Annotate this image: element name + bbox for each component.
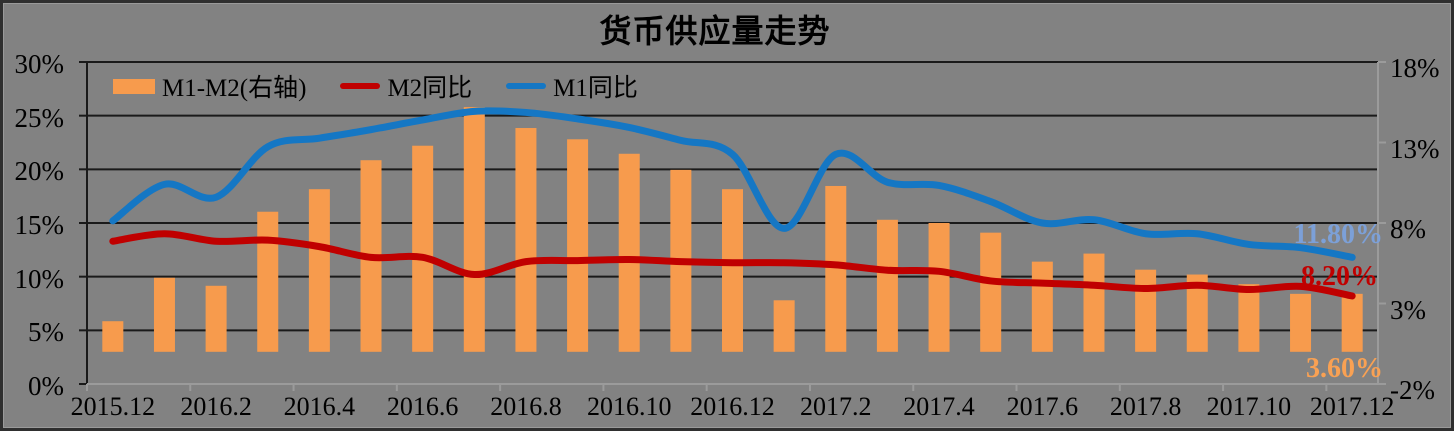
x-axis-tick-label: 2017.10 xyxy=(1206,392,1292,421)
m1-yoy-line xyxy=(109,107,1356,261)
bar-m1-m2-spread xyxy=(1238,284,1260,352)
y-axis-right-tick-label: 13% xyxy=(1390,133,1440,164)
bar-m1-m2-spread xyxy=(515,128,537,352)
bar-m1-m2-spread xyxy=(102,321,124,352)
legend-label-m1-yoy: M1同比 xyxy=(553,75,638,102)
bar-m1-m2-spread xyxy=(618,153,640,352)
m2-yoy-end-label: 8.20% xyxy=(1301,261,1378,292)
m1-yoy-end-label: 11.80% xyxy=(1293,219,1383,250)
x-axis-tick-label: 2017.8 xyxy=(1109,392,1182,421)
y-axis-left-tick-label: 30% xyxy=(14,49,65,79)
y-axis-left-tick-label: 5% xyxy=(28,317,64,348)
bar-m1-m2-spread xyxy=(928,223,950,352)
y-axis-right-tick-label: 18% xyxy=(1390,53,1440,83)
y-axis-right-tick-label: 3% xyxy=(1390,294,1426,325)
x-axis-tick-label: 2016.2 xyxy=(180,392,252,421)
legend-item-m1-m2-spread: M1-M2(右轴) xyxy=(113,68,306,104)
x-axis-tick-label: 2016.4 xyxy=(283,392,356,421)
bar-m1-m2-spread xyxy=(1290,293,1312,352)
y-axis-left-tick-label: 0% xyxy=(28,371,64,401)
bar-m1-m2-spread xyxy=(773,300,795,352)
bar-m1-m2-spread xyxy=(876,219,898,352)
y-axis-left-tick-label: 15% xyxy=(14,210,65,240)
bar-m1-m2-spread xyxy=(412,145,434,352)
bar-m1-m2-spread xyxy=(825,185,847,352)
legend-swatch-bar xyxy=(113,78,155,94)
m2-yoy-line xyxy=(109,230,1356,300)
bar-m1-m2-spread xyxy=(308,189,330,352)
bar-m1-m2-spread xyxy=(257,211,279,352)
y-axis-right-tick-label: 8% xyxy=(1390,214,1426,244)
y-axis-left-tick-label: 20% xyxy=(14,156,65,187)
y-axis-left-tick-label: 10% xyxy=(14,263,65,294)
legend-item-m1-yoy: M1同比 xyxy=(506,68,638,104)
legend-label-m1-m2-spread: M1-M2(右轴) xyxy=(162,75,307,102)
bar-m1-m2-spread xyxy=(1135,269,1157,352)
bar-m1-m2-spread xyxy=(205,285,227,352)
spread-end-label: 3.60% xyxy=(1306,353,1383,384)
legend-swatch-m1-line xyxy=(506,83,547,89)
legend-swatch-m2-line xyxy=(340,83,381,89)
chart-title: 货币供应量走势 xyxy=(599,13,831,49)
x-axis-tick-label: 2017.6 xyxy=(1006,392,1079,421)
bar-m1-m2-spread xyxy=(722,189,743,352)
bar-m1-m2-spread xyxy=(463,107,485,352)
legend-label-m2-yoy: M2同比 xyxy=(387,75,473,102)
bar-m1-m2-spread xyxy=(1083,253,1105,352)
x-axis-tick-label: 2017.4 xyxy=(903,392,975,421)
x-axis-tick-label: 2016.6 xyxy=(386,392,459,421)
y-axis-right-tick-label: -2% xyxy=(1390,375,1435,405)
bar-m1-m2-spread xyxy=(567,139,589,352)
x-axis-tick-label: 2016.8 xyxy=(490,392,562,421)
bar-m1-m2-spread xyxy=(1186,274,1208,352)
legend: M1-M2(右轴) M2同比 M1同比 xyxy=(113,68,638,104)
bar-m1-m2-spread xyxy=(1031,261,1053,352)
bar-m1-m2-spread xyxy=(153,277,175,352)
bar-m1-m2-spread xyxy=(1341,293,1363,352)
x-axis-tick-label: 2015.12 xyxy=(70,392,156,421)
x-axis-tick-label: 2016.10 xyxy=(586,392,672,421)
x-axis-tick-label: 2017.12 xyxy=(1309,392,1395,421)
x-axis-tick-label: 2016.12 xyxy=(690,392,775,421)
legend-item-m2-yoy: M2同比 xyxy=(340,68,472,104)
bar-m1-m2-spread xyxy=(980,232,1002,352)
x-axis-tick-label: 2017.2 xyxy=(800,392,872,421)
y-axis-left-tick-label: 25% xyxy=(14,102,65,133)
